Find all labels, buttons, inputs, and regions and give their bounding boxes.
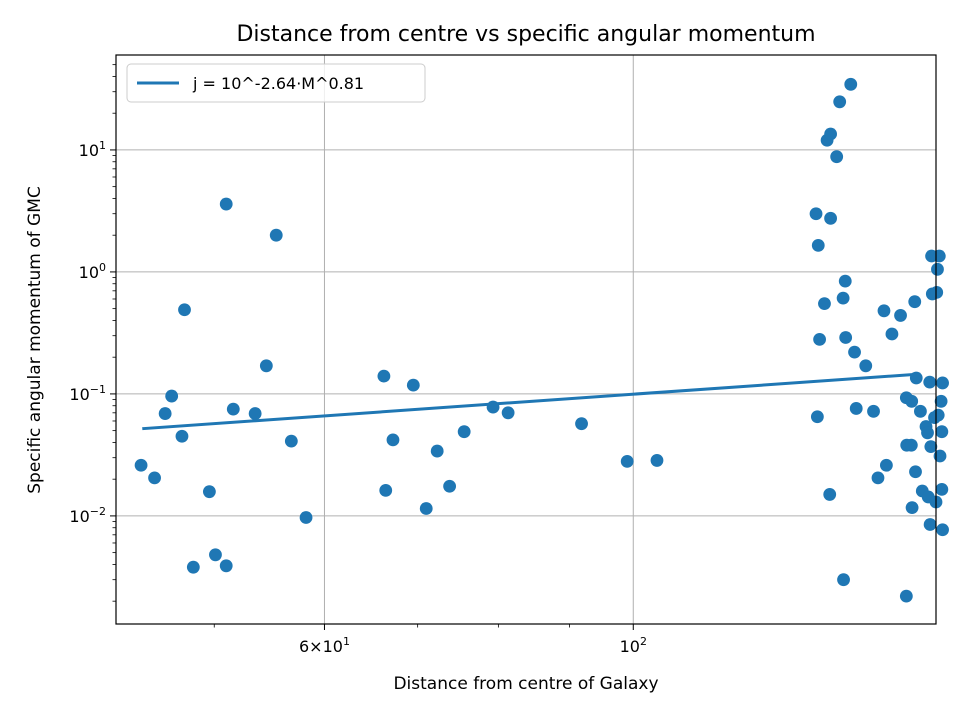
data-point <box>930 285 944 299</box>
data-point <box>165 389 179 403</box>
data-point <box>650 454 664 467</box>
data-point <box>202 485 216 499</box>
data-point <box>823 488 837 501</box>
data-point <box>186 560 200 574</box>
data-point <box>501 406 515 420</box>
data-point <box>838 274 852 288</box>
data-point <box>936 376 949 390</box>
data-point <box>219 197 233 211</box>
data-point <box>905 394 919 408</box>
data-point <box>867 404 880 418</box>
data-point <box>818 297 831 310</box>
data-point <box>419 502 433 515</box>
data-point <box>894 309 907 322</box>
data-point <box>406 378 420 392</box>
data-point <box>908 295 922 309</box>
data-point <box>134 458 148 472</box>
legend: j = 10^-2.64·M^0.81 <box>126 63 426 103</box>
data-point <box>148 471 161 485</box>
legend-box <box>126 63 426 103</box>
data-point <box>809 207 823 221</box>
data-point <box>921 426 934 440</box>
grid-lines <box>116 55 936 624</box>
data-point <box>824 211 837 225</box>
data-point <box>879 458 893 472</box>
data-point <box>824 127 837 141</box>
data-point <box>933 449 947 463</box>
data-point <box>248 407 262 420</box>
data-point <box>226 402 240 416</box>
data-point <box>848 345 861 359</box>
data-point <box>932 249 946 263</box>
y-tick-label: 101 <box>79 139 106 160</box>
data-point <box>219 559 233 573</box>
data-point <box>849 402 863 415</box>
data-point <box>837 573 850 587</box>
data-point <box>885 327 899 341</box>
x-axis-label: Distance from centre of Galaxy <box>393 674 658 694</box>
data-point <box>430 444 444 458</box>
data-point <box>836 291 850 305</box>
data-point <box>620 454 634 468</box>
legend-entry: j = 10^-2.64·M^0.81 <box>192 74 364 93</box>
data-point <box>810 410 824 424</box>
data-point <box>931 408 945 422</box>
data-point <box>386 433 400 447</box>
data-point <box>259 359 273 373</box>
fit-line <box>142 372 919 431</box>
data-point <box>914 404 927 418</box>
data-point <box>811 238 825 252</box>
data-point <box>936 523 949 537</box>
chart-title: Distance from centre vs specific angular… <box>236 22 815 47</box>
data-point <box>457 425 471 439</box>
data-point <box>899 589 913 603</box>
plot-frame <box>115 54 937 625</box>
data-point <box>486 400 500 414</box>
data-point <box>923 375 937 389</box>
data-point <box>871 471 885 485</box>
data-point <box>813 332 826 346</box>
data-point <box>575 417 588 431</box>
data-point <box>859 359 873 373</box>
data-point <box>377 369 391 383</box>
points-layer <box>134 77 949 603</box>
data-point <box>905 501 919 514</box>
ticks-layer: 6×101 102 10−2 10−1 100 101 <box>69 64 647 656</box>
data-point <box>909 371 923 385</box>
data-point <box>935 482 949 496</box>
data-point <box>931 262 944 276</box>
y-axis-label: Specific angular momentum of GMC <box>25 186 45 494</box>
x-tick-label: 6×101 <box>299 635 350 656</box>
fit-layer <box>142 372 919 431</box>
data-point <box>877 304 891 318</box>
data-point <box>833 95 847 109</box>
data-point <box>175 429 189 443</box>
data-point <box>158 407 172 420</box>
data-point <box>284 434 298 448</box>
data-point <box>934 394 948 408</box>
data-point <box>830 150 844 164</box>
data-point <box>935 425 949 439</box>
data-point <box>443 479 457 493</box>
data-point <box>923 518 937 531</box>
x-tick-label: 102 <box>620 635 647 656</box>
y-tick-label: 100 <box>79 261 106 282</box>
data-point <box>839 331 853 344</box>
data-point <box>844 77 858 91</box>
data-point <box>178 303 191 317</box>
data-point <box>379 483 393 497</box>
data-point <box>299 511 313 524</box>
data-point <box>924 440 938 453</box>
data-point <box>904 438 918 452</box>
data-point <box>909 465 922 479</box>
y-tick-label: 10−2 <box>69 505 106 526</box>
data-point <box>209 548 222 562</box>
data-point <box>269 228 283 242</box>
y-tick-label: 10−1 <box>69 383 106 404</box>
